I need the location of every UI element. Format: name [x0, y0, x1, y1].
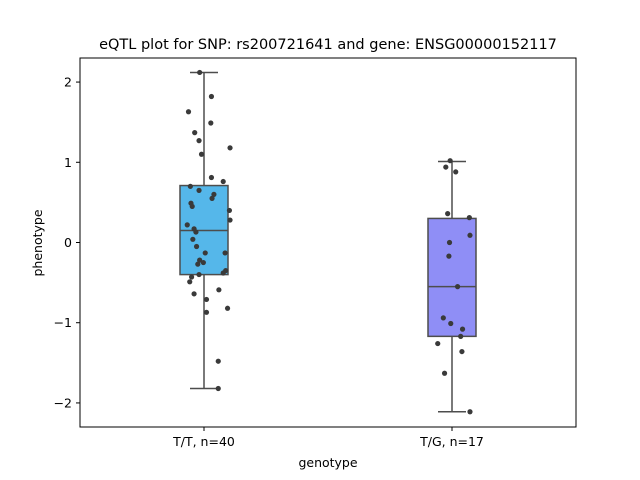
data-point [211, 191, 217, 197]
box-group [427, 158, 477, 415]
chart-title: eQTL plot for SNP: rs200721641 and gene:… [99, 37, 557, 53]
data-point [185, 109, 192, 115]
data-point [191, 291, 197, 297]
data-point [467, 232, 473, 238]
box-group [179, 69, 233, 392]
data-point [222, 250, 228, 256]
data-point [208, 93, 215, 100]
data-point [453, 169, 459, 175]
y-tick-label: −2 [54, 395, 72, 410]
data-point [215, 385, 221, 392]
data-point [443, 164, 449, 170]
data-point [202, 250, 208, 256]
data-point [208, 174, 215, 181]
data-point [189, 203, 195, 210]
x-axis-label: genotype [298, 455, 357, 470]
data-point [446, 239, 453, 246]
data-point [192, 130, 198, 136]
data-point [196, 271, 202, 278]
data-point [208, 120, 214, 126]
data-point [227, 145, 233, 151]
data-point [459, 348, 465, 355]
data-point [203, 309, 210, 315]
data-point [200, 259, 206, 266]
data-point [187, 279, 193, 285]
y-tick-label: 2 [64, 75, 72, 90]
data-point [196, 138, 202, 144]
data-point [196, 187, 202, 193]
data-point [220, 270, 226, 276]
data-point [197, 69, 203, 76]
data-point [435, 340, 441, 347]
data-point [195, 261, 201, 267]
data-point [209, 195, 215, 201]
data-point [197, 257, 203, 263]
data-point [198, 151, 205, 157]
data-point [454, 284, 461, 290]
y-axis-label: phenotype [30, 209, 45, 276]
data-point [184, 222, 190, 228]
y-tick-label: −1 [54, 315, 72, 330]
y-axis: −2 −1 0 1 2 [54, 75, 80, 410]
data-point [190, 236, 196, 242]
data-point [224, 305, 231, 311]
data-point [203, 296, 210, 303]
plot-frame [79, 57, 577, 428]
data-point [467, 409, 473, 415]
y-tick-label: 0 [64, 235, 72, 250]
data-point [459, 326, 466, 332]
plot-area [179, 69, 477, 415]
data-point [187, 183, 193, 189]
data-point [227, 217, 233, 223]
data-point [448, 320, 454, 327]
data-point [189, 274, 195, 280]
data-point [220, 178, 226, 185]
data-point [216, 287, 222, 293]
x-tick-label: T/G, n=17 [419, 434, 484, 449]
data-point [440, 315, 446, 321]
y-tick-label: 1 [64, 155, 72, 170]
data-point [458, 333, 464, 339]
x-axis: T/T, n=40 T/G, n=17 [172, 427, 484, 449]
data-point [193, 229, 199, 235]
data-point [445, 211, 451, 217]
data-point [466, 215, 472, 221]
data-point [226, 207, 233, 214]
x-tick-label: T/T, n=40 [172, 434, 235, 449]
data-point [446, 253, 452, 259]
box-iqr [427, 217, 477, 338]
data-point [447, 158, 453, 164]
data-point [441, 370, 448, 376]
data-point [193, 243, 200, 250]
data-point [215, 358, 221, 364]
